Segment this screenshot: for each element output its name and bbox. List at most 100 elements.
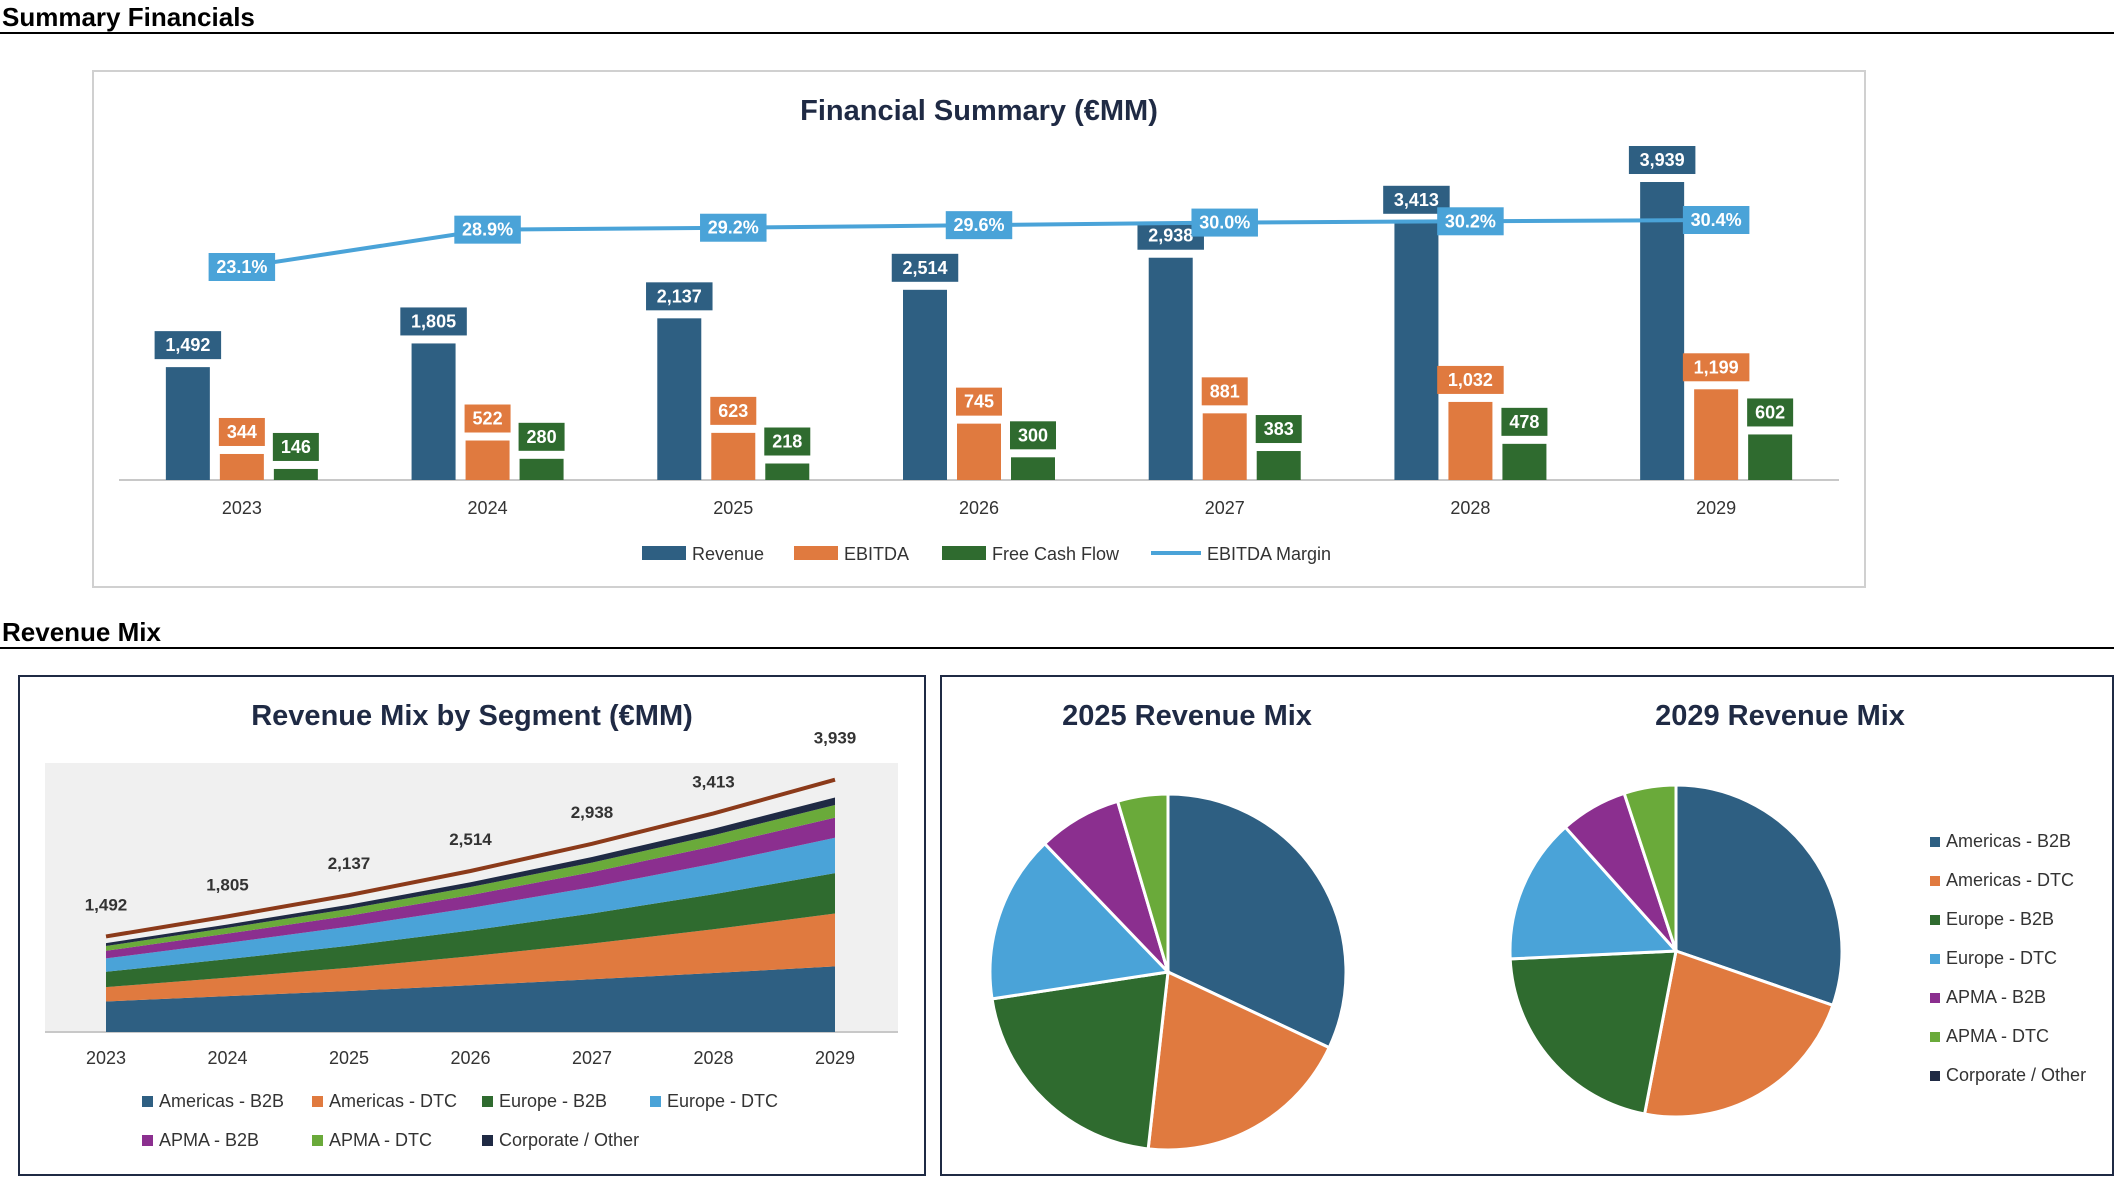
- ebitda-bar: [219, 453, 264, 480]
- ebitda-bar: [1694, 389, 1739, 480]
- free-cash-flow-bar: [273, 468, 318, 480]
- ebitda-data-label-box: [464, 404, 511, 433]
- legend-swatch-americas-dtc: [1930, 876, 1940, 886]
- revenue-data-label: 2,938: [1148, 226, 1193, 246]
- pie-2025-title: 2025 Revenue Mix: [1062, 700, 1312, 732]
- financial-summary-chart: Financial Summary (€MM) 2023 1,492 344 146 2…: [92, 70, 1866, 588]
- pie-slice-apma-dtc: [1622, 783, 1678, 952]
- pie-slice-americas-dtc: [1146, 969, 1332, 1152]
- free-cash-flow-bar: [765, 463, 810, 480]
- free-cash-flow-data-label: 300: [1018, 425, 1048, 445]
- legend-label-apma-b2b: APMA - B2B: [159, 1130, 259, 1150]
- pie-slice-americas-dtc: [1642, 949, 1835, 1119]
- ebitda-data-label: 623: [718, 401, 748, 421]
- ebitda-margin-data-label-box: [700, 213, 767, 242]
- revenue-bar: [411, 343, 456, 480]
- revenue-mix-area-chart: Revenue Mix by Segment (€MM) 1,492 2023 1,…: [18, 675, 926, 1176]
- legend-swatch-apma-dtc: [312, 1135, 323, 1146]
- ebitda-margin-data-label-box: [1191, 208, 1258, 237]
- x-tick-label: 2026: [450, 1048, 490, 1068]
- legend-swatch-apma-b2b: [1930, 993, 1940, 1003]
- total-data-label: 1,805: [206, 875, 249, 894]
- revenue-data-label-box: [154, 331, 222, 360]
- ebitda-margin-data-label: 30.4%: [1691, 210, 1742, 230]
- legend-swatch-americas-dtc: [312, 1096, 323, 1107]
- legend-swatch-americas-b2b: [1930, 837, 1940, 847]
- pie-slice-apma-dtc: [1115, 792, 1170, 973]
- revenue-bar: [657, 318, 702, 480]
- ebitda-data-label-box: [1437, 365, 1504, 394]
- legend-label-americas-dtc: Americas - DTC: [1946, 870, 2074, 890]
- ebitda-data-label: 881: [1210, 381, 1240, 401]
- revenue-data-label: 3,413: [1394, 190, 1439, 210]
- revenue-mix-pies-svg: 2025 Revenue Mix 2029 Revenue Mix Americ…: [988, 700, 2086, 1152]
- revenue-bar: [165, 367, 210, 480]
- revenue-bar: [903, 289, 947, 480]
- revenue-data-label: 2,137: [657, 286, 702, 306]
- free-cash-flow-data-label: 383: [1264, 419, 1294, 439]
- free-cash-flow-data-label: 478: [1509, 412, 1539, 432]
- revenue-data-label-box: [891, 253, 959, 282]
- revenue-mix-pie-charts: 2025 Revenue Mix 2029 Revenue Mix Americ…: [940, 675, 2114, 1176]
- ebitda-data-label: 522: [473, 409, 503, 429]
- revenue-bar: [1148, 257, 1193, 480]
- legend-label-americas-dtc: Americas - DTC: [329, 1091, 457, 1111]
- legend-swatch-free-cash-flow: [942, 546, 986, 560]
- x-tick-label: 2024: [468, 498, 508, 518]
- revenue-mix-svg: Revenue Mix by Segment (€MM) 1,492 2023 1,…: [45, 700, 898, 1150]
- legend-swatch-corporate-other: [482, 1135, 493, 1146]
- pie-2029-title: 2029 Revenue Mix: [1655, 700, 1905, 732]
- total-data-label: 2,938: [571, 803, 614, 822]
- legend-swatch-europe-dtc: [1930, 954, 1940, 964]
- revenue-bar: [1394, 221, 1439, 480]
- area-europe-b2b: [106, 873, 835, 988]
- legend-label-americas-b2b: Americas - B2B: [159, 1091, 284, 1111]
- legend-label-corporate-other: Corporate / Other: [1946, 1065, 2086, 1085]
- financial-summary-svg: Financial Summary (€MM) 2023 1,492 344 146 2…: [119, 95, 1839, 564]
- legend-label-ebitda-margin: EBITDA Margin: [1207, 544, 1331, 564]
- x-tick-label: 2023: [86, 1048, 126, 1068]
- free-cash-flow-data-label-box: [1255, 415, 1302, 444]
- x-tick-label: 2023: [222, 498, 262, 518]
- ebitda-bar: [957, 423, 1001, 480]
- ebitda-data-label-box: [956, 387, 1002, 416]
- legend-label-europe-dtc: Europe - DTC: [667, 1091, 778, 1111]
- legend-label-corporate-other: Corporate / Other: [499, 1130, 639, 1150]
- area-americas-b2b: [106, 966, 835, 1032]
- x-tick-label: 2025: [713, 498, 753, 518]
- free-cash-flow-data-label-box: [1501, 407, 1548, 436]
- chart-title: Financial Summary (€MM): [800, 95, 1158, 127]
- legend-swatch-apma-dtc: [1930, 1032, 1940, 1042]
- ebitda-data-label: 1,199: [1694, 357, 1739, 377]
- section-title-summary: Summary Financials: [0, 0, 2114, 34]
- ebitda-data-label: 344: [227, 422, 257, 442]
- legend-label-ebitda: EBITDA: [844, 544, 909, 564]
- free-cash-flow-bar: [1748, 434, 1793, 480]
- legend-label-europe-b2b: Europe - B2B: [499, 1091, 607, 1111]
- ebitda-margin-data-label: 30.0%: [1199, 213, 1250, 233]
- ebitda-data-label: 745: [964, 392, 994, 412]
- x-tick-label: 2028: [693, 1048, 733, 1068]
- free-cash-flow-data-label-box: [1010, 421, 1056, 450]
- ebitda-data-label: 1,032: [1448, 370, 1493, 390]
- x-tick-label: 2028: [1450, 498, 1490, 518]
- free-cash-flow-data-label: 218: [772, 432, 802, 452]
- ebitda-margin-data-label-box: [1437, 207, 1504, 236]
- x-tick-label: 2026: [959, 498, 999, 518]
- pie-slice-europe-b2b: [1508, 949, 1678, 1116]
- section-title-revenue-mix: Revenue Mix: [0, 615, 2114, 649]
- free-cash-flow-data-label-box: [764, 427, 811, 456]
- ebitda-bar: [465, 440, 510, 480]
- ebitda-data-label-box: [1682, 353, 1750, 382]
- free-cash-flow-bar: [1502, 443, 1547, 480]
- free-cash-flow-data-label: 146: [281, 437, 311, 457]
- ebitda-data-label-box: [710, 396, 757, 425]
- legend-label-apma-dtc: APMA - DTC: [1946, 1026, 2049, 1046]
- legend-swatch-ebitda: [794, 546, 838, 560]
- revenue-bar: [1640, 182, 1685, 480]
- ebitda-margin-data-label-box: [454, 215, 521, 244]
- total-data-label: 3,413: [692, 772, 735, 791]
- ebitda-data-label-box: [218, 417, 265, 446]
- total-data-label: 3,939: [814, 729, 857, 748]
- ebitda-data-label-box: [1201, 377, 1248, 406]
